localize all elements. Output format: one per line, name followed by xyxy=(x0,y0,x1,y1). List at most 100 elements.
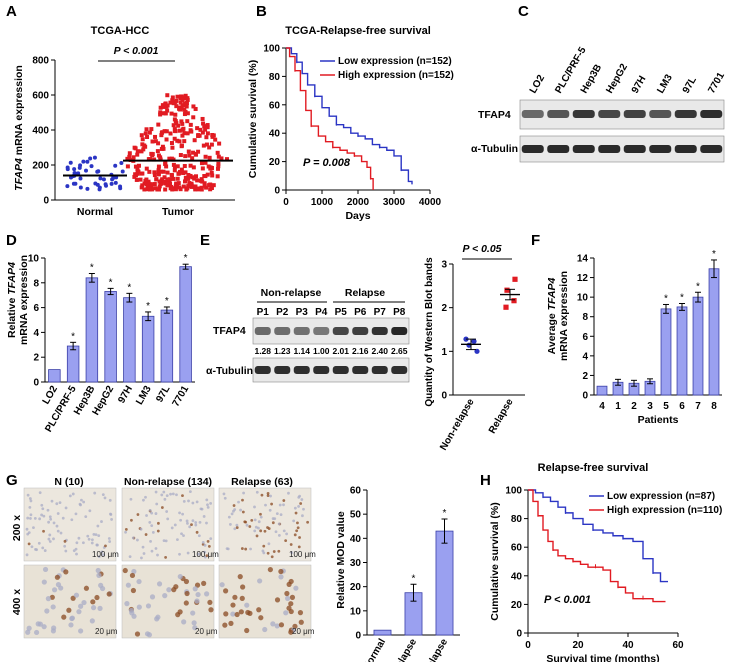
panel-a-y-tick-label: 600 xyxy=(32,91,49,102)
panel-a-point xyxy=(165,103,170,108)
panel-f-letter: F xyxy=(531,232,540,249)
panel-g-nucleus xyxy=(197,552,201,556)
panel-g-nucleus xyxy=(110,518,113,521)
panel-a-point xyxy=(181,184,186,189)
panel-g-nucleus xyxy=(124,530,127,534)
panel-a-point xyxy=(211,133,216,138)
panel-g-nucleus xyxy=(58,501,62,505)
panel-g-nucleus xyxy=(285,532,289,536)
panel-e-y-tick-label: 0 xyxy=(441,391,447,402)
panel-g-nucleus xyxy=(237,500,240,504)
panel-g-nucleus xyxy=(52,537,55,541)
panel-a-point xyxy=(179,143,184,148)
panel-c-band-tubulin xyxy=(521,145,544,153)
panel-g-nucleus xyxy=(209,537,213,540)
panel-g-nucleus xyxy=(80,498,83,502)
panel-f-bar xyxy=(660,308,672,396)
panel-g-nucleus xyxy=(50,499,54,503)
panel-g-nucleus xyxy=(171,587,177,593)
panel-f-bar xyxy=(676,306,688,396)
panel-g-nucleus xyxy=(136,513,140,516)
panel-g-nucleus xyxy=(222,492,226,496)
panel-g-nucleus xyxy=(162,490,166,494)
panel-a-point xyxy=(139,133,144,138)
panel-g-nucleus xyxy=(187,499,190,503)
panel-g-nucleus xyxy=(274,597,281,603)
panel-g-nucleus xyxy=(25,629,31,635)
panel-e-patient-labels: P1 P2 P3 P4 P5 P6 P7 P8 xyxy=(257,307,406,318)
panel-g-nucleus xyxy=(131,536,135,540)
panel-a-point xyxy=(164,129,169,134)
panel-a-point xyxy=(182,164,187,169)
panel-g-nucleus xyxy=(266,491,270,495)
panel-d-ylabel-2: mRNA expression xyxy=(18,255,30,345)
panel-c-row-tfap4: TFAP4 xyxy=(478,109,511,121)
panel-g-nucleus xyxy=(166,517,170,521)
panel-g-nucleus xyxy=(109,513,113,516)
panel-g-nucleus xyxy=(298,619,304,625)
panel-g-nucleus xyxy=(194,523,198,527)
panel-a-point xyxy=(182,139,187,144)
panel-a-point xyxy=(182,107,187,112)
panel-g-nucleus xyxy=(250,518,254,522)
panel-g-letter: G xyxy=(6,472,18,489)
panel-e-ylabel: Quantity of Western Blot bands xyxy=(424,257,435,407)
panel-g-nucleus xyxy=(78,628,84,634)
panel-e-band-tfap4 xyxy=(293,327,310,335)
panel-a-point xyxy=(199,185,204,190)
panel-b-title: TCGA-Relapse-free survival xyxy=(285,25,431,37)
panel-a-point xyxy=(135,149,140,154)
panel-h-legend-high: High expression (n=110) xyxy=(607,505,722,516)
panel-a-point xyxy=(203,127,208,132)
panel-f-y-tick-label: 10 xyxy=(577,293,589,304)
panel-b-y-tick-label: 60 xyxy=(269,100,281,111)
panel-g-nucleus xyxy=(104,544,107,548)
panel-g-nucleus xyxy=(259,515,263,519)
panel-g-nucleus xyxy=(269,494,272,498)
panel-a-point xyxy=(158,182,163,187)
panel-g-nucleus xyxy=(230,512,234,516)
panel-g-nucleus xyxy=(69,615,75,622)
panel-g-nucleus xyxy=(202,515,206,518)
panel-g-y-tick-label: 40 xyxy=(350,534,362,545)
panel-g-nucleus xyxy=(295,529,299,533)
panel-a-point xyxy=(209,142,214,147)
panel-g-nucleus xyxy=(32,526,35,530)
panel-g-nucleus xyxy=(73,592,80,598)
panel-g-nucleus xyxy=(284,590,290,597)
panel-g-nucleus xyxy=(277,522,281,526)
panel-a-point xyxy=(217,141,222,146)
panel-g-nucleus xyxy=(130,587,137,594)
panel-a-point xyxy=(180,103,185,108)
panel-a-point xyxy=(187,181,192,186)
panel-g-nucleus xyxy=(262,544,266,548)
panel-a-point xyxy=(160,144,165,149)
panel-g-col-nonrelapse: Non-relapse (134) xyxy=(124,476,212,488)
panel-g-nucleus xyxy=(244,602,250,608)
panel-g-y-tick-label: 50 xyxy=(350,510,362,521)
panel-g-nucleus xyxy=(146,632,153,638)
panel-b: B TCGA-Relapse-free survival 0 20 40 60 80 10… xyxy=(247,3,454,222)
panel-a-point xyxy=(203,160,208,165)
panel-a-point xyxy=(183,175,188,180)
panel-a-point xyxy=(177,139,182,144)
panel-a-point xyxy=(84,168,89,173)
panel-a-point xyxy=(175,138,180,143)
panel-g-nucleus xyxy=(169,492,172,496)
panel-a-point xyxy=(152,170,157,175)
panel-g-nucleus xyxy=(264,503,267,507)
panel-f-y-tick-label: 8 xyxy=(582,312,588,323)
panel-a-point xyxy=(169,156,174,161)
panel-a-point xyxy=(78,185,83,190)
panel-g-col-n: N (10) xyxy=(54,476,83,488)
panel-h-y-tick-label: 80 xyxy=(511,514,523,525)
panel-g-nucleus xyxy=(136,604,142,610)
panel-g-row-400x: 400 x xyxy=(11,589,23,615)
panel-a-point xyxy=(95,169,100,174)
panel-g-nucleus xyxy=(71,492,75,496)
panel-a-point xyxy=(198,127,203,132)
panel-g-nucleus xyxy=(129,497,133,501)
panel-b-legend-low: Low expression (n=152) xyxy=(338,56,452,67)
panel-g-nucleus xyxy=(222,622,228,628)
panel-g-nucleus xyxy=(107,537,111,540)
